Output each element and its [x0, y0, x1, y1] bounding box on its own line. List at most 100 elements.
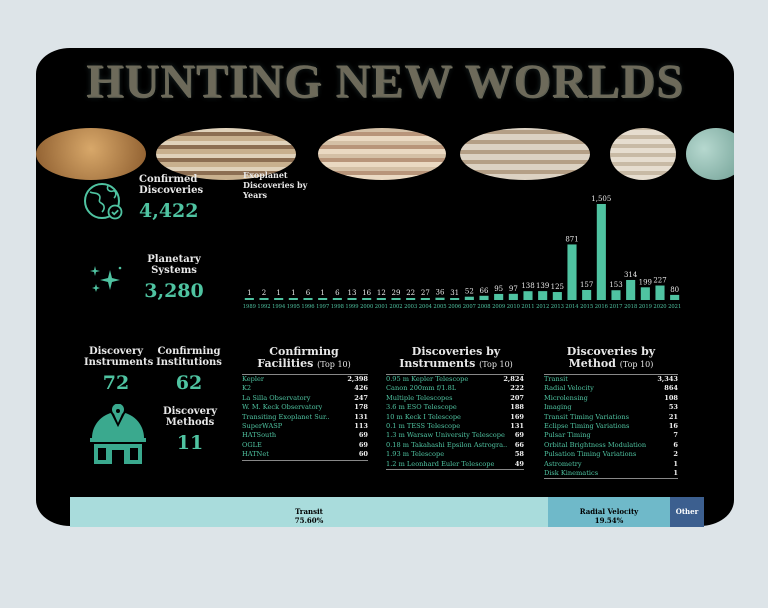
x-tick-label: 2018 [624, 304, 637, 310]
bar-value-label: 29 [392, 289, 401, 297]
table-row: Orbital Brightness Modulation 6 [544, 441, 678, 450]
chart-bar[interactable] [318, 298, 328, 300]
table-row: Pulsar Timing 7 [544, 431, 678, 440]
treemap-tile[interactable]: Radial Velocity 19.54% [548, 497, 670, 527]
chart-bar[interactable] [523, 291, 533, 300]
planet-image [318, 128, 446, 180]
stat-label: Discovery Instruments [84, 346, 154, 368]
chart-bar[interactable] [494, 293, 504, 300]
chart-bar[interactable] [567, 244, 577, 300]
row-value: 864 [664, 384, 678, 393]
row-value: 58 [514, 450, 524, 459]
row-name: W. M. Keck Observatory [242, 403, 323, 412]
x-tick-label: 2004 [419, 304, 433, 310]
discoveries-by-year-chart: 1 1989 2 1992 1 1994 1 1995 6 1996 1 1997 6 1998 13 199… [243, 195, 682, 310]
dashboard-screen: HUNTING NEW WORLDS Confirmed Discoveries… [36, 48, 734, 526]
chart-bar[interactable] [376, 298, 386, 300]
row-name: Radial Velocity [544, 384, 594, 393]
chart-bar[interactable] [332, 298, 342, 300]
treemap-tile[interactable]: Other [670, 497, 704, 527]
row-name: K2 [242, 384, 252, 393]
chart-bar[interactable] [552, 292, 562, 300]
row-name: 1.2 m Leonhard Euler Telescope [386, 459, 495, 468]
chart-bar[interactable] [420, 298, 430, 300]
row-name: Kepler [242, 375, 265, 383]
table-row: 3.6 m ESO Telescope 188 [386, 403, 524, 412]
planet-image [36, 128, 146, 180]
bar-value-label: 1 [247, 289, 251, 297]
chart-bar[interactable] [288, 298, 298, 300]
row-name: Disk Kinematics [544, 468, 599, 477]
stat-value: 4,422 [139, 200, 199, 222]
chart-bar[interactable] [347, 298, 357, 300]
row-value: 207 [510, 393, 524, 402]
table-row: OGLE 69 [242, 441, 368, 450]
discovery-methods-stat: Discovery Methods 11 [160, 406, 220, 454]
table-row: Kepler 2,398 [242, 375, 368, 384]
bar-value-label: 2 [262, 289, 266, 297]
row-value: 53 [668, 403, 678, 412]
row-value: 7 [673, 431, 678, 440]
planetary-systems-stat: Planetary Systems 3,280 [142, 254, 206, 302]
x-tick-label: 1994 [272, 304, 286, 310]
row-name: HATNet [242, 450, 269, 459]
x-tick-label: 2020 [653, 304, 666, 310]
row-name: SuperWASP [242, 421, 283, 430]
chart-bar[interactable] [508, 293, 518, 300]
discovery-instruments-stat: Discovery Instruments 72 [84, 346, 154, 394]
chart-bar[interactable] [406, 298, 416, 300]
chart-bar[interactable] [464, 296, 474, 300]
chart-bar[interactable] [479, 295, 489, 300]
x-tick-label: 2000 [360, 304, 373, 310]
chart-bar[interactable] [626, 279, 636, 300]
table-row: 0.18 m Takahashi Epsilon Astrogra.. 66 [386, 441, 524, 450]
chart-bar[interactable] [362, 298, 372, 300]
x-tick-label: 2014 [565, 304, 579, 310]
chart-bar[interactable] [538, 291, 548, 300]
chart-bar[interactable] [244, 298, 254, 300]
stat-value: 3,280 [144, 280, 204, 302]
chart-bar[interactable] [670, 294, 680, 300]
table-row: 0.1 m TESS Telescope 131 [386, 422, 524, 431]
table-row: HATSouth 69 [242, 431, 368, 440]
treemap-tile[interactable]: Transit 75.60% [70, 497, 548, 527]
methods-table: Transit 3,343 Radial Velocity 864 Microlensi… [544, 374, 678, 480]
chart-bar[interactable] [391, 298, 401, 300]
bar-value-label: 66 [480, 287, 489, 295]
row-name: HATSouth [242, 431, 277, 440]
confirmed-discoveries-stat: Confirmed Discoveries 4,422 [139, 174, 229, 222]
row-value: 21 [668, 412, 678, 421]
x-tick-label: 2005 [433, 304, 446, 310]
observatory-icon [90, 404, 146, 464]
chart-bar[interactable] [640, 287, 650, 300]
row-value: 131 [354, 412, 368, 421]
x-tick-label: 1989 [243, 304, 256, 310]
chart-bar[interactable] [259, 298, 269, 300]
chart-bar[interactable] [596, 204, 606, 300]
chart-bar[interactable] [303, 298, 313, 300]
row-name: Multiple Telescopes [386, 393, 453, 402]
x-tick-label: 1996 [301, 304, 314, 310]
table-row: 0.95 m Kepler Telescope 2,824 [386, 375, 524, 384]
chart-bar[interactable] [274, 298, 284, 300]
x-tick-label: 2010 [507, 304, 520, 310]
chart-bar[interactable] [435, 297, 445, 300]
stat-value: 62 [175, 372, 203, 394]
bar-value-label: 6 [306, 289, 311, 297]
table-row: Transiting Exoplanet Sur.. 131 [242, 413, 368, 422]
row-name: 3.6 m ESO Telescope [386, 403, 457, 412]
row-name: 10 m Keck I Telescope [386, 412, 461, 421]
row-value: 3,343 [657, 375, 678, 383]
methods-title: Discoveries by Method (Top 10) [566, 345, 656, 370]
row-name: Orbital Brightness Modulation [544, 440, 647, 449]
table-row: 1.2 m Leonhard Euler Telescope 49 [386, 460, 524, 469]
chart-bar[interactable] [611, 290, 621, 300]
chart-bar[interactable] [582, 289, 592, 300]
table-row: Transit 3,343 [544, 375, 678, 384]
row-value: 16 [668, 421, 678, 430]
row-name: Imaging [544, 403, 572, 412]
chart-bar[interactable] [655, 285, 665, 300]
row-value: 69 [358, 440, 368, 449]
x-tick-label: 2006 [448, 304, 461, 310]
chart-bar[interactable] [450, 298, 460, 300]
